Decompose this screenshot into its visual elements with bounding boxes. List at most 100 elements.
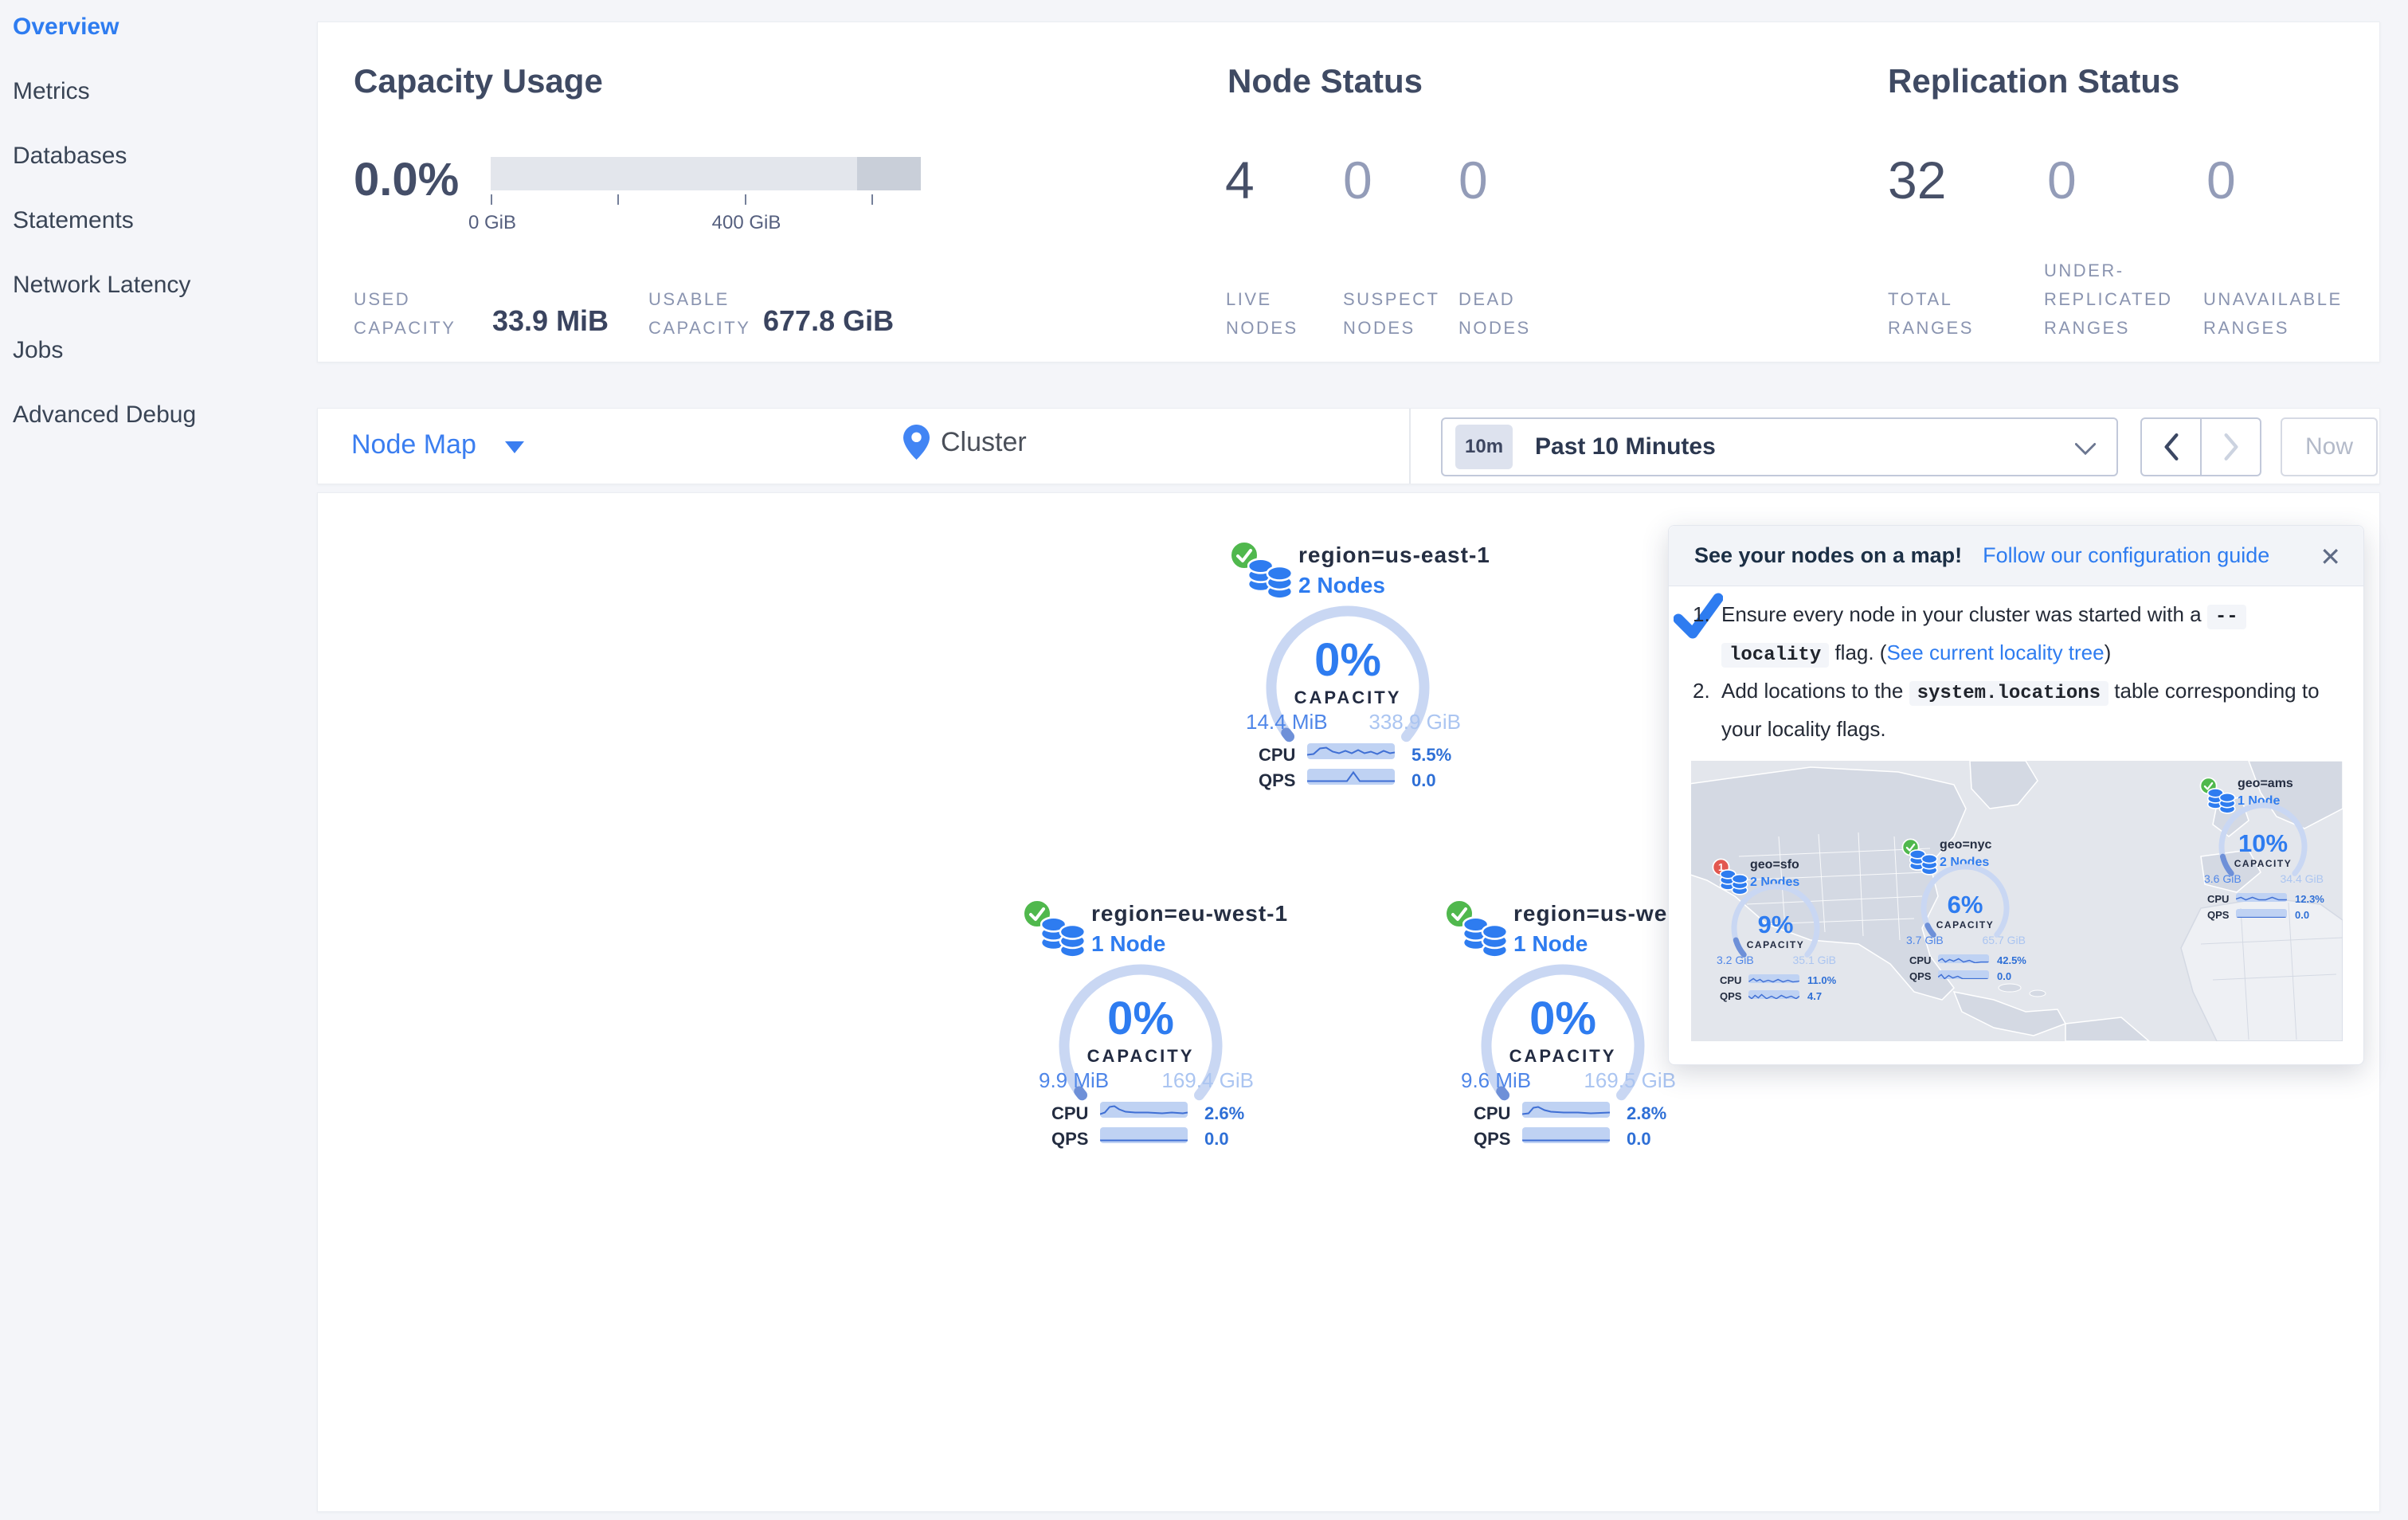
- mini-used-capacity: 3.7 GiB: [1906, 934, 1944, 946]
- mini-capacity-label: CAPACITY: [1746, 939, 1805, 950]
- locality-flag-code: locality: [1721, 643, 1830, 668]
- sidebar-item-metrics[interactable]: Metrics: [13, 78, 90, 104]
- region-nodes-link[interactable]: 1 Node: [1091, 931, 1166, 956]
- node-map-setup-tooltip: See your nodes on a map! Follow our conf…: [1668, 525, 2364, 1065]
- region-usable-capacity: 169.4 GiB: [1161, 1068, 1254, 1092]
- chevron-right-icon: [2224, 433, 2238, 460]
- step-number: 2.: [1693, 679, 1710, 703]
- location-pin-icon: [903, 425, 930, 460]
- mini-capacity-gauge: [1921, 864, 2010, 938]
- node-map-panel: region=us-east-1 2 Nodes 0% CAPACITY 14.…: [317, 492, 2380, 1512]
- locality-tree-link[interactable]: See current locality tree: [1886, 641, 2105, 664]
- mini-region-name: geo=ams: [2238, 777, 2293, 790]
- tooltip-header: See your nodes on a map! Follow our conf…: [1669, 526, 2363, 586]
- qps-sparkline: [1522, 1127, 1610, 1143]
- sidebar-item-overview[interactable]: Overview: [13, 14, 119, 40]
- region-block-eu-west-1[interactable]: region=eu-west-1 1 Node 0% CAPACITY 9.9 …: [1021, 898, 1287, 1161]
- cpu-sparkline: [1100, 1102, 1188, 1118]
- region-capacity-label: CAPACITY: [1294, 688, 1402, 707]
- close-icon[interactable]: ✕: [2320, 543, 2341, 571]
- capacity-gauge: [1059, 964, 1223, 1101]
- cpu-label: CPU: [1720, 974, 1742, 986]
- cpu-value: 12.3%: [2295, 893, 2324, 905]
- time-range-dropdown[interactable]: 10m Past 10 Minutes: [1441, 417, 2118, 476]
- region-capacity-percent: 0%: [1314, 634, 1381, 686]
- cpu-value: 2.8%: [1627, 1103, 1667, 1123]
- cpu-label: CPU: [1474, 1103, 1511, 1123]
- mini-region-name: geo=sfo: [1750, 858, 1799, 872]
- mini-usable-capacity: 35.1 GiB: [1792, 954, 1836, 966]
- region-used-capacity: 9.6 MiB: [1461, 1068, 1532, 1092]
- tooltip-steps: 1. Ensure every node in your cluster was …: [1693, 599, 2341, 744]
- cpu-sparkline: [1522, 1102, 1610, 1118]
- system-locations-code: system.locations: [1909, 681, 2109, 706]
- cluster-summary-panel: Capacity Usage 0.0% 0 GiB 400 GiB USED C…: [317, 22, 2380, 362]
- time-prev-button[interactable]: [2142, 419, 2202, 475]
- sidebar-item-statements[interactable]: Statements: [13, 207, 134, 233]
- cpu-label: CPU: [1259, 745, 1296, 765]
- qps-label: QPS: [1909, 970, 1932, 982]
- qps-sparkline: [2236, 909, 2287, 918]
- cpu-sparkline: [1938, 954, 1989, 963]
- mini-capacity-percent: 9%: [1757, 911, 1794, 938]
- sidebar-item-network-latency[interactable]: Network Latency: [13, 272, 191, 298]
- cpu-label: CPU: [2207, 893, 2230, 905]
- total-ranges-count: 32: [1888, 151, 1947, 210]
- now-button[interactable]: Now: [2281, 417, 2378, 476]
- region-nodes-link[interactable]: 1 Node: [1513, 931, 1588, 956]
- mini-used-capacity: 3.6 GiB: [2204, 872, 2242, 885]
- cpu-value: 42.5%: [1997, 954, 2026, 966]
- region-nodes-link[interactable]: 2 Nodes: [1298, 573, 1385, 597]
- sidebar-item-advanced-debug[interactable]: Advanced Debug: [13, 402, 197, 428]
- capacity-percent: 0.0%: [354, 154, 460, 206]
- qps-value: 0.0: [1997, 970, 2012, 982]
- node-status-title: Node Status: [1227, 62, 1423, 100]
- configuration-guide-link[interactable]: Follow our configuration guide: [1983, 543, 2270, 567]
- qps-label: QPS: [1259, 770, 1296, 790]
- region-block-us-west-1[interactable]: region=us-west-1 1 Node 0% CAPACITY 9.6 …: [1443, 898, 1709, 1161]
- capacity-axis-label-400: 400 GiB: [711, 212, 781, 233]
- mini-region-sfo: geo=sfo 2 Nodes 9% CAPACITY 3.2 GiB 35.1…: [1712, 858, 1849, 1009]
- step1-mid: flag. (: [1829, 641, 1887, 664]
- cpu-value: 11.0%: [1807, 974, 1837, 986]
- step2-text-b: table corresponding to: [2108, 679, 2320, 703]
- qps-value: 0.0: [1204, 1129, 1229, 1149]
- time-next-button[interactable]: [2202, 419, 2260, 475]
- qps-sparkline: [1100, 1127, 1188, 1143]
- mini-used-capacity: 3.2 GiB: [1717, 954, 1754, 966]
- capacity-gauge: [1266, 605, 1430, 742]
- qps-value: 0.0: [1412, 770, 1436, 790]
- mini-usable-capacity: 65.7 GiB: [1982, 934, 2026, 946]
- time-range-badge: 10m: [1455, 425, 1513, 469]
- capacity-axis-tick: [491, 194, 492, 205]
- mini-capacity-gauge: [2218, 802, 2308, 876]
- dead-nodes-label: DEAD NODES: [1459, 289, 1531, 338]
- usable-capacity-value: 677.8 GiB: [763, 304, 895, 337]
- qps-label: QPS: [1720, 990, 1742, 1002]
- step2-text-a: Add locations to the: [1721, 679, 1909, 703]
- view-mode-dropdown[interactable]: Node Map: [351, 429, 524, 460]
- total-ranges-label: TOTAL RANGES: [1888, 289, 1974, 338]
- region-block-us-east-1[interactable]: region=us-east-1 2 Nodes 0% CAPACITY 14.…: [1228, 539, 1490, 802]
- mini-capacity-percent: 6%: [1947, 891, 1983, 919]
- breadcrumb[interactable]: Cluster: [903, 425, 1027, 460]
- used-capacity-label: USED CAPACITY: [354, 289, 456, 338]
- live-nodes-count: 4: [1225, 151, 1255, 210]
- sidebar: Overview Metrics Databases Statements Ne…: [0, 0, 315, 1520]
- suspect-nodes-count: 0: [1343, 151, 1372, 210]
- mini-region-ams: geo=ams 1 Node 10% CAPACITY 3.6 GiB 34.4…: [2199, 777, 2336, 928]
- chevron-down-icon: [2075, 443, 2096, 456]
- node-map-preview: geo=sfo 2 Nodes 9% CAPACITY 3.2 GiB 35.1…: [1691, 761, 2343, 1041]
- unavailable-label: UNAVAILABLE RANGES: [2203, 289, 2343, 338]
- step2-text-c: your locality flags.: [1721, 717, 1886, 741]
- sidebar-item-databases[interactable]: Databases: [13, 143, 127, 169]
- time-step-buttons: [2140, 417, 2261, 476]
- caret-down-icon: [504, 441, 524, 453]
- capacity-axis-label-0: 0 GiB: [468, 212, 517, 233]
- live-nodes-label: LIVE NODES: [1226, 289, 1298, 338]
- sidebar-item-jobs[interactable]: Jobs: [13, 337, 64, 363]
- region-name: region=eu-west-1: [1091, 901, 1289, 926]
- mini-capacity-percent: 10%: [2238, 829, 2289, 857]
- capacity-axis-tick: [871, 194, 873, 205]
- mini-capacity-label: CAPACITY: [2234, 858, 2292, 869]
